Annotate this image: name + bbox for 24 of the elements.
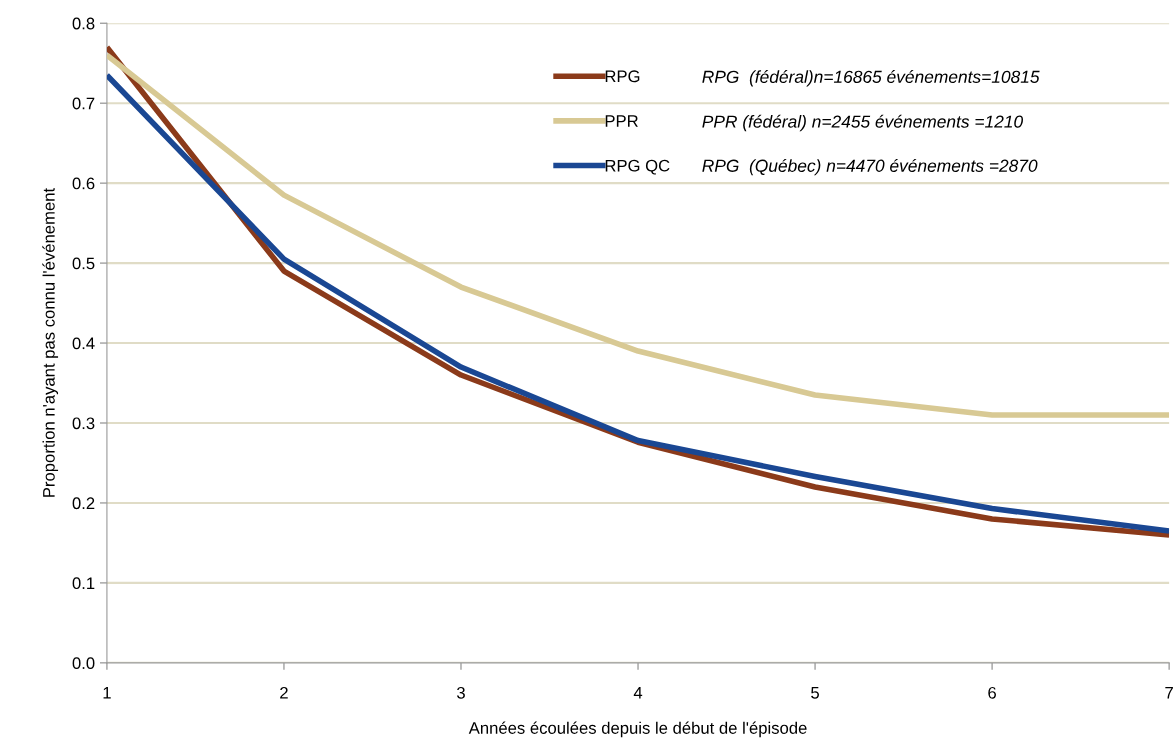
legend-label: RPG QC [605,159,670,175]
y-tick-label: 0.2 [72,497,95,510]
x-axis-title: Années écoulées depuis le début de l'épisode [468,721,807,738]
y-tick-label: 0.6 [72,177,95,190]
x-tick-label: 5 [811,687,819,699]
annotation: RPG (fédéral)n=16865 événements=10815 [702,70,1040,87]
y-axis-title: Proportion n'ayant pas connu l'événement [42,188,59,497]
x-tick-label: 6 [988,686,996,699]
y-tick-label: 0.1 [72,577,95,590]
y-tick-label: 0.0 [72,657,95,670]
y-tick-label: 0.4 [72,337,95,350]
y-tick-label: 0.3 [72,417,95,430]
x-tick-label: 3 [456,686,465,699]
x-tick-label: 1 [103,687,111,699]
x-tick-label: 4 [633,687,643,699]
annotation: RPG (Québec) n=4470 événements =2870 [702,158,1038,176]
x-tick-label: 2 [280,686,288,699]
y-tick-label: 0.8 [72,17,95,30]
y-tick-label: 0.5 [72,257,95,270]
x-tick-label: 7 [1165,687,1173,699]
legend-label: RPG [605,70,640,83]
y-tick-label: 0.7 [72,97,95,110]
annotation: PPR (fédéral) n=2455 événements =1210 [702,114,1023,132]
legend-label: PPR [605,115,638,127]
